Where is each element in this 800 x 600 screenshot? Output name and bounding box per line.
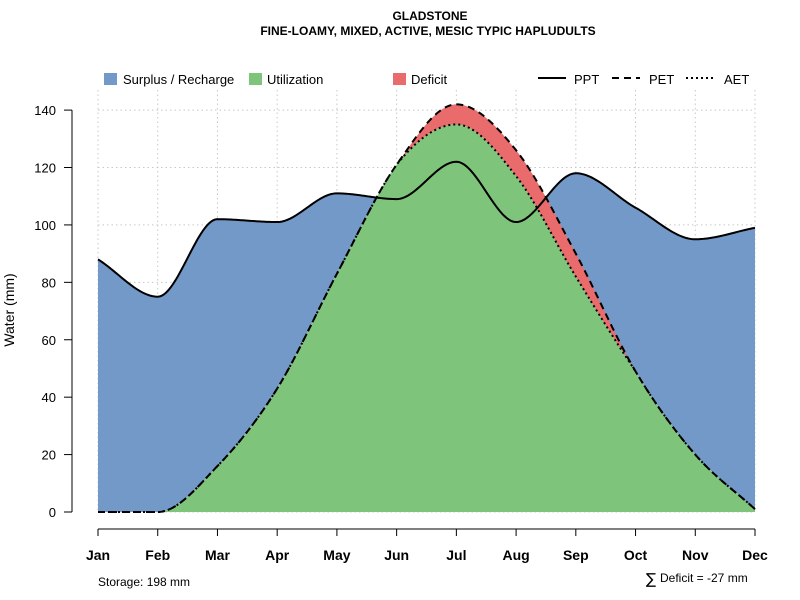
deficit-sum-symbol: ∑ [646, 570, 656, 588]
plot-areas [98, 104, 755, 512]
x-tick-label: Sep [563, 547, 589, 563]
deficit-text: Deficit = -27 mm [660, 571, 748, 585]
x-tick-label: Mar [205, 547, 230, 563]
y-tick-label: 60 [42, 333, 56, 348]
x-tick-label: Jan [86, 547, 110, 563]
line-aet [98, 123, 756, 513]
line-ppt [97, 160, 756, 298]
y-tick-label: 140 [34, 103, 56, 118]
x-tick-label: May [323, 547, 350, 563]
x-tick-label: Oct [624, 547, 648, 563]
x-tick-label: Apr [265, 547, 290, 563]
legend: Surplus / Recharge Utilization Deficit P… [104, 72, 749, 87]
y-tick-label: 0 [49, 505, 56, 520]
axes: 0 20 40 60 80 100 120 140 Jan Feb Mar Apr May Jun Jul A… [34, 103, 768, 563]
legend-label-pet: PET [649, 72, 674, 87]
y-tick-label: 100 [34, 218, 56, 233]
legend-label-ppt: PPT [574, 72, 599, 87]
area-surplus-recharge [98, 124, 755, 512]
legend-label-aet: AET [724, 72, 749, 87]
legend-label-utilization: Utilization [267, 72, 323, 87]
series-lines [97, 103, 756, 513]
y-tick-label: 80 [42, 275, 56, 290]
x-tick-label: Aug [502, 547, 529, 563]
y-tick-label: 20 [42, 448, 56, 463]
storage-text: Storage: 198 mm [98, 575, 190, 589]
legend-swatch-surplus-recharge [104, 73, 117, 85]
x-tick-label: Feb [145, 547, 170, 563]
legend-label-deficit: Deficit [411, 72, 448, 87]
x-tick-label: Jul [446, 547, 466, 563]
line-pet [98, 103, 756, 513]
y-tick-label: 40 [42, 390, 56, 405]
x-tick-label: Dec [742, 547, 768, 563]
y-tick-label: 120 [34, 161, 56, 176]
chart-subtitle: FINE-LOAMY, MIXED, ACTIVE, MESIC TYPIC H… [260, 24, 595, 38]
x-tick-label: Jun [384, 547, 409, 563]
chart-title: GLADSTONE [392, 9, 467, 23]
legend-swatch-utilization [249, 73, 262, 85]
x-tick-label: Nov [682, 547, 709, 563]
legend-swatch-deficit [393, 73, 406, 85]
legend-label-surplus-recharge: Surplus / Recharge [123, 72, 234, 87]
area-utilization [98, 124, 755, 512]
y-axis-label: Water (mm) [1, 273, 17, 346]
